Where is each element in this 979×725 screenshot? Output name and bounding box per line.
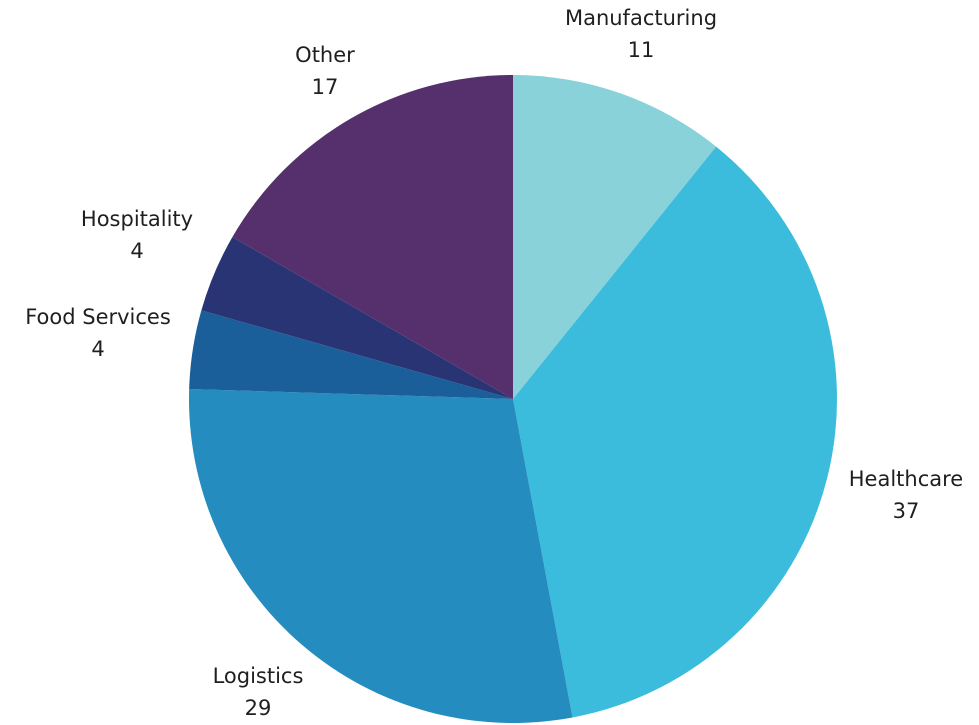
- pie-slice-logistics: [188, 389, 573, 723]
- slice-value-other: 17: [312, 75, 339, 99]
- slice-value-hospitality: 4: [130, 239, 143, 263]
- pie-slice-manufacturing: [513, 75, 717, 399]
- slice-value-food-services: 4: [91, 337, 104, 361]
- pie-slice-food-services: [189, 310, 513, 399]
- slice-value-logistics: 29: [245, 696, 272, 720]
- slice-value-manufacturing: 11: [628, 38, 655, 62]
- slice-label-food-services: Food Services: [25, 305, 171, 329]
- slices-group: [188, 75, 837, 723]
- pie-slice-hospitality: [201, 237, 513, 399]
- labels-group: Manufacturing 11 Healthcare 37 Logistics 29 Fo…: [25, 6, 963, 720]
- slice-label-healthcare: Healthcare: [849, 467, 963, 491]
- slice-label-hospitality: Hospitality: [81, 207, 193, 231]
- pie-slice-healthcare: [513, 146, 837, 718]
- slice-label-other: Other: [295, 43, 355, 67]
- pie-slice-other: [232, 75, 513, 399]
- slice-label-manufacturing: Manufacturing: [565, 6, 717, 30]
- slice-label-logistics: Logistics: [213, 664, 304, 688]
- slice-value-healthcare: 37: [893, 499, 920, 523]
